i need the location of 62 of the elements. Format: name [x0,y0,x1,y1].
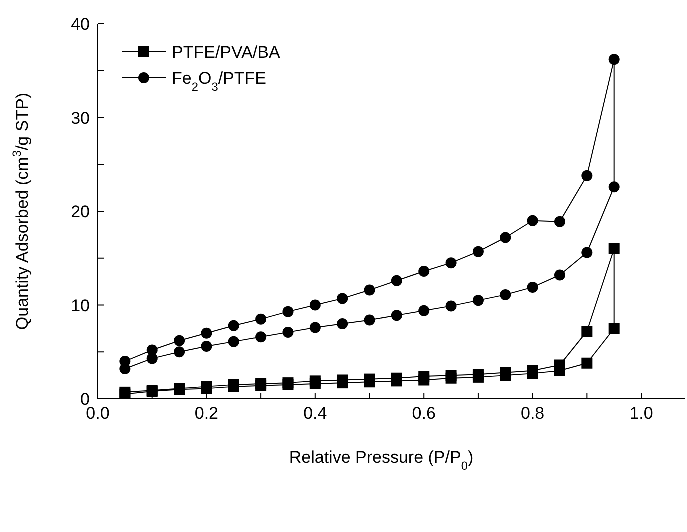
point [228,336,240,348]
point [391,275,402,286]
point [282,326,294,338]
point [418,305,430,316]
legend-label: Fe$_{2}$O$_{3}$/PTFE [172,69,266,94]
point [337,293,348,304]
y-tick-label: 40 [71,15,90,34]
point [582,326,593,337]
x-tick-label: 0.4 [304,404,328,424]
point [446,370,457,382]
y-tick-label: 10 [71,296,90,316]
point [582,358,593,369]
point [201,328,212,339]
point [527,282,538,293]
point [500,232,512,244]
point [364,284,376,296]
point [582,170,593,182]
point [608,54,620,66]
legend-label: PTFE/PVA/BA [172,43,281,62]
y-tick-label: 30 [71,108,90,128]
point [608,182,620,193]
y-tick-label: 20 [71,202,90,222]
point [500,289,512,300]
point [337,374,348,386]
point [310,300,321,311]
point [582,247,593,258]
point [472,295,484,306]
point [120,356,131,367]
point [282,306,294,318]
point [310,322,321,334]
point [608,244,620,254]
point [418,266,430,277]
point [201,341,212,352]
point [256,332,267,343]
point [446,300,457,312]
point [554,270,566,281]
point [228,320,240,332]
point [174,335,186,346]
point [554,216,566,228]
point [310,376,321,387]
point [337,318,348,330]
point [418,371,430,382]
x-tick-label: 0.8 [520,404,545,424]
point [364,374,376,385]
x-tick-label: 0.6 [412,404,436,424]
point [500,367,512,378]
point [527,215,538,226]
point [608,323,620,334]
point [364,314,376,326]
point [256,314,267,325]
point [391,372,402,384]
point [472,369,484,380]
point [446,258,457,269]
point [174,346,186,358]
x-tick-label: 0.2 [194,404,219,424]
x-axis-title: Relative Pressure (P/P$_{0}$) [289,448,474,473]
point [472,246,484,258]
point [527,365,538,376]
x-tick-label: 1.0 [630,404,654,424]
point [391,310,402,322]
x-tick-label: 0.0 [86,404,110,424]
point [146,344,158,356]
